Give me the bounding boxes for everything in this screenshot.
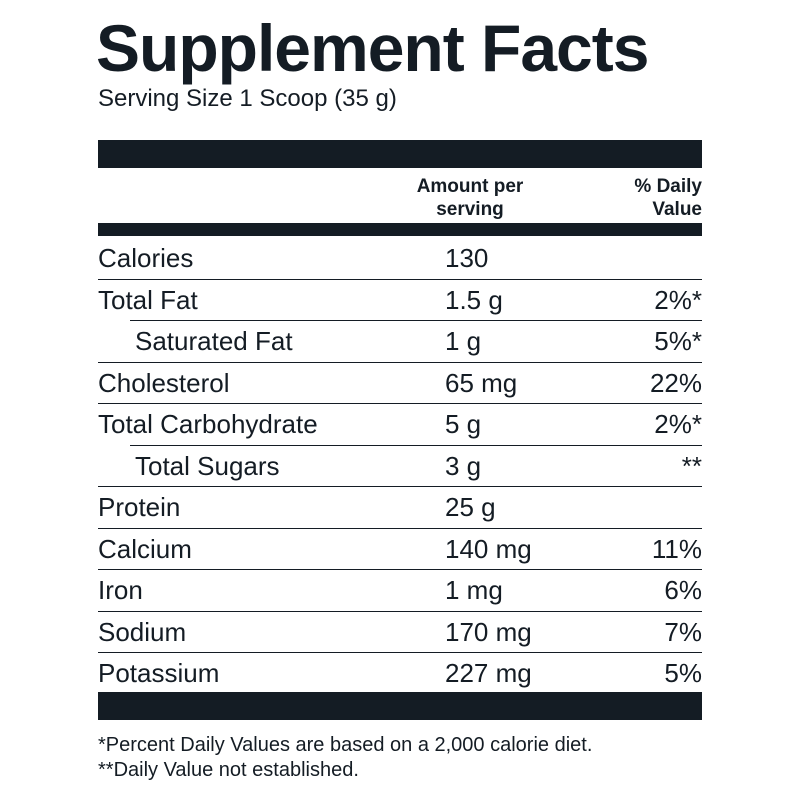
row-rule <box>98 403 702 405</box>
row-rule <box>130 444 702 446</box>
daily-value: ** <box>681 450 702 481</box>
daily-value: 5%* <box>654 326 702 356</box>
thick-rule <box>98 140 702 168</box>
amount: 25 g <box>445 492 496 522</box>
amount: 5 g <box>445 409 482 439</box>
row-rule <box>98 361 702 363</box>
nutrient-name: Total Fat <box>98 284 198 315</box>
row-rule <box>98 527 702 529</box>
amount: 140 mg <box>445 533 532 564</box>
amount-header: Amount per serving <box>416 176 524 220</box>
daily-value-header: % Daily Value <box>634 176 702 220</box>
daily-value: 7% <box>664 616 702 647</box>
daily-value: 22% <box>649 367 702 398</box>
amount: 1 g <box>445 326 482 356</box>
nutrient-name: Total Carbohydrate <box>98 409 318 439</box>
daily-value: 2%* <box>654 409 702 439</box>
row-rule <box>98 652 702 654</box>
nutrient-name: Saturated Fat <box>135 326 293 356</box>
amount: 3 g <box>445 450 482 481</box>
row-rule <box>98 610 702 612</box>
row-rule <box>98 569 702 571</box>
daily-value: 5% <box>664 658 702 688</box>
row-rule <box>98 278 702 280</box>
thick-rule <box>98 223 702 236</box>
nutrient-name: Calcium <box>98 533 192 564</box>
footnote: **Daily Value not established. <box>98 759 359 781</box>
footnote: *Percent Daily Values are based on a 2,0… <box>98 734 593 756</box>
amount: 1.5 g <box>445 284 503 315</box>
nutrient-name: Total Sugars <box>135 450 280 481</box>
nutrient-name: Iron <box>98 575 143 605</box>
nutrient-name: Potassium <box>98 658 220 688</box>
thick-rule <box>98 692 702 720</box>
daily-value: 6% <box>664 575 702 605</box>
amount: 130 <box>445 243 489 273</box>
amount: 1 mg <box>445 575 503 605</box>
amount: 227 mg <box>445 658 532 688</box>
daily-value: 11% <box>651 533 702 564</box>
row-rule <box>130 320 702 322</box>
title: Supplement Facts <box>96 11 649 85</box>
nutrient-name: Calories <box>98 243 194 273</box>
serving-size: Serving Size 1 Scoop (35 g) <box>98 85 397 112</box>
amount: 65 mg <box>445 367 518 398</box>
nutrient-name: Cholesterol <box>98 367 230 398</box>
nutrient-name: Sodium <box>98 616 187 647</box>
daily-value: 2%* <box>654 284 702 315</box>
row-rule <box>98 486 702 488</box>
nutrient-name: Protein <box>98 492 181 522</box>
amount: 170 mg <box>445 616 532 647</box>
